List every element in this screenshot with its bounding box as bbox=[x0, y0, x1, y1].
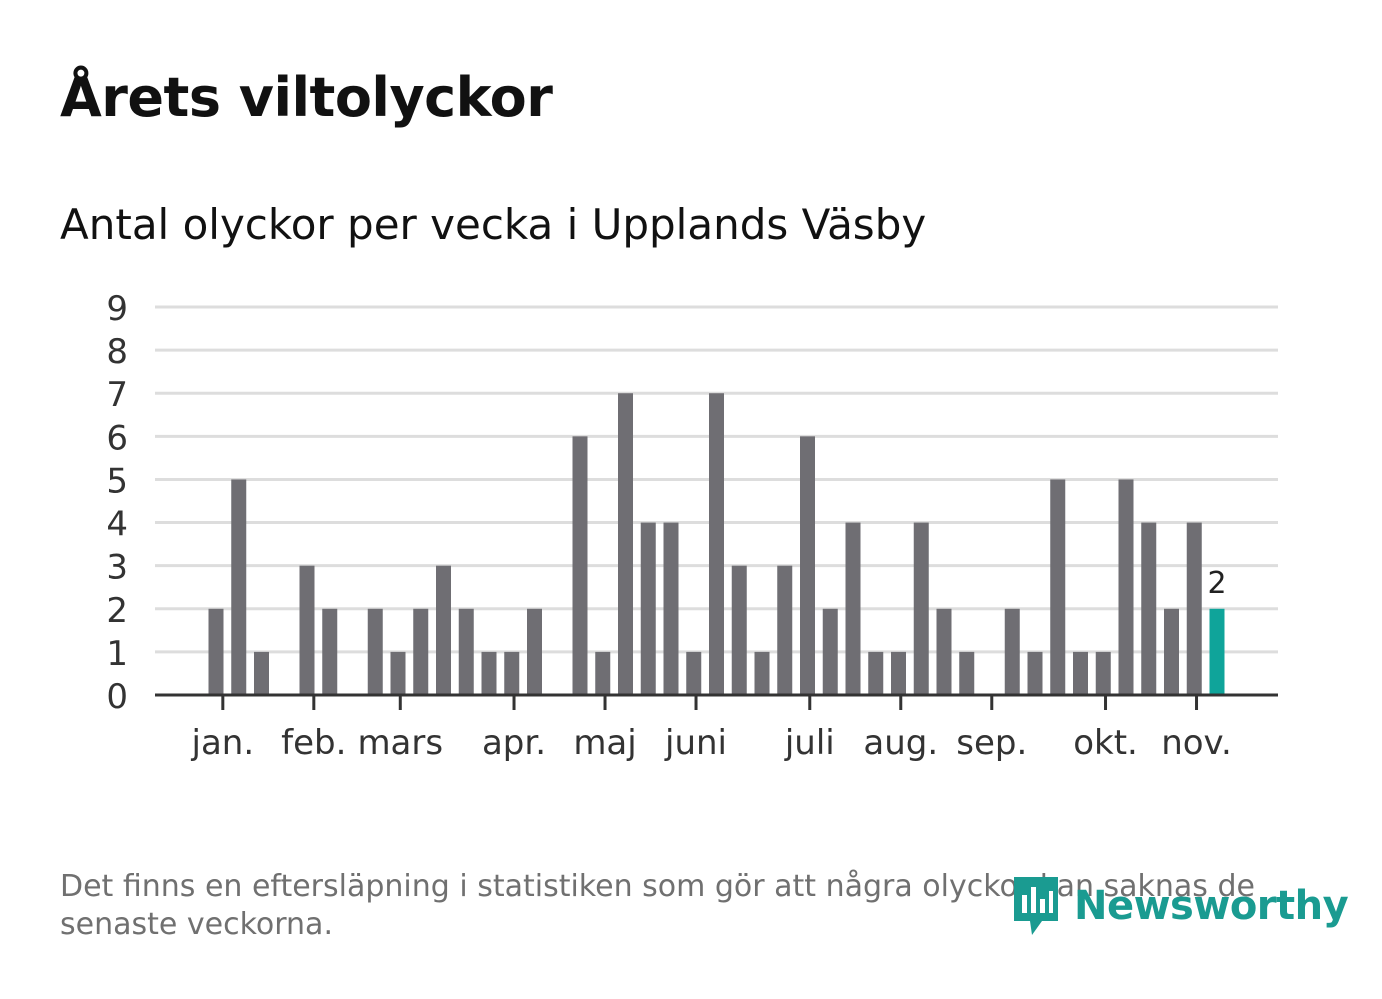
bar bbox=[254, 651, 269, 695]
bar bbox=[936, 608, 952, 695]
x-axis bbox=[155, 693, 1278, 710]
bar bbox=[709, 393, 724, 695]
y-tick-label: 0 bbox=[106, 677, 128, 717]
chart-title: Årets viltolyckor bbox=[60, 66, 553, 129]
bar bbox=[1073, 651, 1088, 695]
bar bbox=[663, 522, 679, 695]
x-axis-tick-labels: jan. feb. mars apr. maj juni juli aug. sep. okt. n… bbox=[191, 723, 1232, 763]
y-tick-label: 4 bbox=[106, 505, 128, 545]
y-tick-label: 5 bbox=[106, 461, 128, 501]
bar bbox=[913, 522, 929, 695]
y-tick-label: 7 bbox=[106, 375, 128, 415]
bar bbox=[1050, 479, 1066, 695]
data-labels: 2 bbox=[1207, 566, 1226, 601]
bar bbox=[800, 436, 815, 695]
bar bbox=[1186, 522, 1202, 695]
bar bbox=[231, 479, 247, 695]
bar bbox=[754, 651, 770, 695]
bar bbox=[891, 651, 906, 695]
x-tick-label: maj bbox=[573, 723, 636, 763]
x-tick-label: okt. bbox=[1073, 723, 1138, 763]
bar-latest-week bbox=[1209, 608, 1225, 695]
x-tick-label: jan. bbox=[191, 723, 255, 763]
bar bbox=[822, 608, 838, 695]
y-tick-label: 1 bbox=[106, 634, 128, 674]
bar bbox=[618, 393, 633, 695]
x-tick-label: feb. bbox=[281, 723, 346, 763]
bar bbox=[868, 651, 884, 695]
bar bbox=[413, 608, 429, 695]
bar bbox=[458, 608, 474, 695]
bar bbox=[436, 565, 451, 695]
bar bbox=[1164, 608, 1179, 695]
bar bbox=[572, 436, 588, 695]
data-label-latest: 2 bbox=[1207, 566, 1226, 601]
bar bbox=[1118, 479, 1134, 695]
y-tick-label: 3 bbox=[106, 548, 128, 588]
bar bbox=[322, 608, 338, 695]
bar bbox=[299, 565, 315, 695]
bar bbox=[959, 651, 975, 695]
x-tick-label: apr. bbox=[482, 723, 546, 763]
bar bbox=[208, 608, 224, 695]
bar bbox=[367, 608, 383, 695]
bar bbox=[1095, 651, 1111, 695]
bar bbox=[1004, 608, 1020, 695]
x-tick-label: juli bbox=[784, 723, 835, 763]
x-tick-label: nov. bbox=[1161, 723, 1232, 763]
newsworthy-logo-icon bbox=[1014, 877, 1058, 935]
bar bbox=[595, 651, 611, 695]
y-tick-label: 6 bbox=[106, 418, 128, 458]
bar bbox=[845, 522, 861, 695]
bars bbox=[208, 393, 1225, 695]
bar bbox=[686, 651, 702, 695]
chart-subtitle: Antal olyckor per vecka i Upplands Väsby bbox=[60, 200, 927, 249]
bar bbox=[1027, 651, 1043, 695]
bar bbox=[1141, 522, 1157, 695]
bar bbox=[504, 651, 520, 695]
y-tick-label: 2 bbox=[106, 591, 128, 631]
bar bbox=[640, 522, 656, 695]
bar bbox=[731, 565, 747, 695]
x-tick-label: aug. bbox=[863, 723, 938, 763]
bar bbox=[777, 565, 793, 695]
y-tick-label: 9 bbox=[106, 289, 128, 329]
x-tick-label: juni bbox=[664, 723, 727, 763]
x-tick-label: mars bbox=[357, 723, 443, 763]
x-tick-label: sep. bbox=[956, 723, 1027, 763]
newsworthy-logo: Newsworthy bbox=[1010, 870, 1349, 942]
bar bbox=[527, 608, 542, 695]
bar bbox=[481, 651, 497, 695]
bar bbox=[390, 651, 406, 695]
y-tick-label: 8 bbox=[106, 332, 128, 372]
brand-name: Newsworthy bbox=[1074, 883, 1349, 929]
